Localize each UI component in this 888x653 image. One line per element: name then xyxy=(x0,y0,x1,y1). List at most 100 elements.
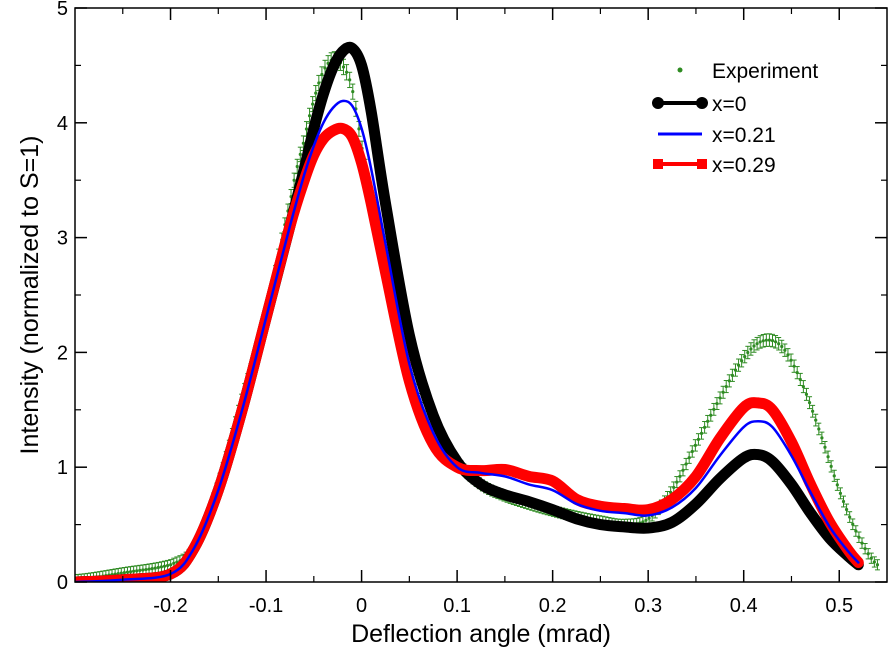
experiment-point xyxy=(344,70,349,74)
experiment-point xyxy=(746,350,750,355)
experiment-point xyxy=(132,569,136,573)
experiment-point xyxy=(311,102,315,106)
y-tick-label: 3 xyxy=(57,228,68,250)
experiment-point xyxy=(826,455,830,459)
experiment-point xyxy=(147,567,151,571)
experiment-point xyxy=(647,516,651,520)
experiment-point xyxy=(823,445,827,449)
experiment-point xyxy=(851,522,855,526)
experiment-point xyxy=(703,425,707,429)
y-tick-label: 5 xyxy=(57,0,68,20)
x-tick-label: 0.4 xyxy=(730,595,758,617)
experiment-point xyxy=(829,464,833,468)
y-tick-label: 0 xyxy=(57,572,68,594)
legend-entry: x=0 xyxy=(652,93,746,116)
experiment-point xyxy=(138,568,142,573)
experiment-point xyxy=(709,413,713,417)
x-axis-title: Deflection angle (mrad) xyxy=(351,620,611,648)
experiment-point xyxy=(301,141,305,145)
experiment-point xyxy=(119,571,123,575)
experiment-point xyxy=(712,407,716,411)
experiment-point xyxy=(156,565,160,570)
experiment-point xyxy=(832,474,836,478)
experiment-point xyxy=(767,338,772,342)
x-tick-label: 0 xyxy=(356,595,367,617)
x-tick-label: 0.3 xyxy=(634,595,662,617)
experiment-point xyxy=(811,409,815,413)
experiment-point xyxy=(777,342,781,346)
legend-swatch-marker xyxy=(652,97,664,109)
experiment-point xyxy=(770,339,775,343)
experiment-point xyxy=(758,340,762,344)
experiment-point xyxy=(761,339,765,343)
legend-swatch-point xyxy=(677,67,683,73)
experiment-point xyxy=(696,437,701,442)
experiment-point xyxy=(298,152,302,157)
experiment-point xyxy=(681,468,685,472)
legend-entry: x=0.29 xyxy=(653,154,776,177)
legend-label: x=0.29 xyxy=(712,154,776,177)
legend-label: x=0.21 xyxy=(712,124,776,147)
y-tick-label: 1 xyxy=(57,457,68,479)
series-x021-line xyxy=(75,99,860,582)
experiment-point xyxy=(122,570,126,575)
x-tick-label: -0.1 xyxy=(249,595,283,617)
experiment-point xyxy=(351,90,355,94)
experiment-point xyxy=(780,344,784,349)
experiment-point xyxy=(125,570,130,574)
experiment-point xyxy=(169,563,173,567)
experiment-point xyxy=(304,127,309,131)
experiment-point xyxy=(141,568,145,572)
experiment-point xyxy=(872,560,876,564)
experiment-point xyxy=(804,392,809,396)
legend: Experiment x=0 x=0.21 x=0.29 xyxy=(652,60,818,177)
experiment-point xyxy=(162,564,167,568)
experiment-point xyxy=(357,127,361,131)
experiment-point xyxy=(641,520,645,524)
experiment-point xyxy=(783,348,787,352)
experiment-point xyxy=(675,480,679,484)
experiment-point xyxy=(314,91,318,95)
experiment-point xyxy=(693,443,697,447)
experiment-point xyxy=(159,565,164,569)
experiment-point xyxy=(875,563,880,567)
experiment-point xyxy=(807,401,812,405)
y-tick-label: 2 xyxy=(57,342,68,364)
experiment-point xyxy=(752,344,756,348)
legend-label: x=0 xyxy=(712,93,746,116)
experiment-point xyxy=(644,518,648,522)
experiment-point xyxy=(743,355,747,359)
experiment-point xyxy=(835,483,839,487)
legend-swatch-marker xyxy=(653,159,663,169)
experiment-point xyxy=(841,499,846,504)
legend-swatch-marker xyxy=(697,159,707,169)
experiment-point xyxy=(687,456,691,460)
experiment-point xyxy=(838,491,843,495)
experiment-point xyxy=(721,390,725,394)
experiment-point xyxy=(863,547,867,551)
x-tick-label: 0.2 xyxy=(539,595,567,617)
experiment-point xyxy=(801,385,805,389)
experiment-point xyxy=(749,347,753,351)
series-x029-line xyxy=(75,122,864,582)
experiment-point xyxy=(341,65,346,69)
experiment-point xyxy=(740,359,744,363)
experiment-point xyxy=(307,114,312,118)
y-tick-label: 4 xyxy=(57,113,68,135)
x-tick-label: -0.2 xyxy=(153,595,187,617)
experiment-point xyxy=(789,358,793,362)
experiment-point xyxy=(348,78,352,82)
experiment-point xyxy=(755,342,759,346)
experiment-point xyxy=(844,507,849,512)
experiment-point xyxy=(153,566,157,570)
experiment-point xyxy=(150,566,154,571)
experiment-point xyxy=(292,178,296,182)
experiment-point xyxy=(116,571,120,576)
experiment-point xyxy=(135,569,139,573)
experiment-point xyxy=(773,340,778,344)
experiment-point xyxy=(820,436,824,440)
experiment-point xyxy=(736,363,741,367)
experiment-point xyxy=(672,485,676,490)
legend-label: Experiment xyxy=(712,60,818,83)
